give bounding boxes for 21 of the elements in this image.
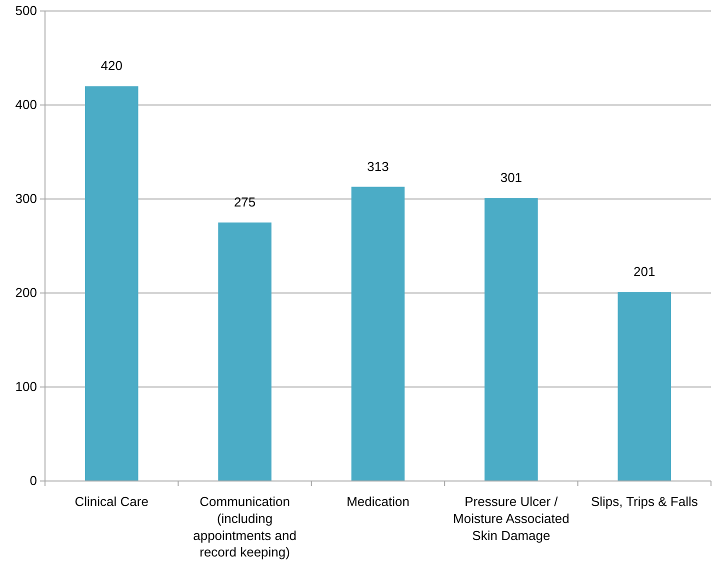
data-label: 313 — [367, 158, 389, 174]
x-tick-label: Pressure Ulcer / Moisture Associated Skin Damage — [453, 494, 570, 543]
data-label: 201 — [634, 264, 656, 280]
y-tick-label: 0 — [30, 473, 37, 488]
x-tick-label: Clinical Care — [74, 494, 148, 509]
x-tick-label: Communication (including appointments and record keeping) — [193, 494, 296, 560]
x-tick-label: Medication — [346, 494, 410, 509]
y-tick-label: 100 — [15, 379, 37, 394]
bar — [84, 86, 138, 481]
bar — [484, 198, 538, 481]
y-tick-label: 500 — [15, 3, 37, 18]
data-label: 420 — [100, 58, 122, 74]
y-tick-label: 300 — [15, 191, 37, 206]
x-tick-label: Slips, Trips & Falls — [590, 494, 698, 509]
bar — [351, 186, 405, 481]
bar — [218, 222, 272, 481]
y-tick-label: 400 — [15, 97, 37, 112]
data-label: 301 — [500, 170, 522, 186]
bar — [618, 292, 672, 481]
data-label: 275 — [234, 194, 256, 210]
y-tick-label: 200 — [15, 285, 37, 300]
